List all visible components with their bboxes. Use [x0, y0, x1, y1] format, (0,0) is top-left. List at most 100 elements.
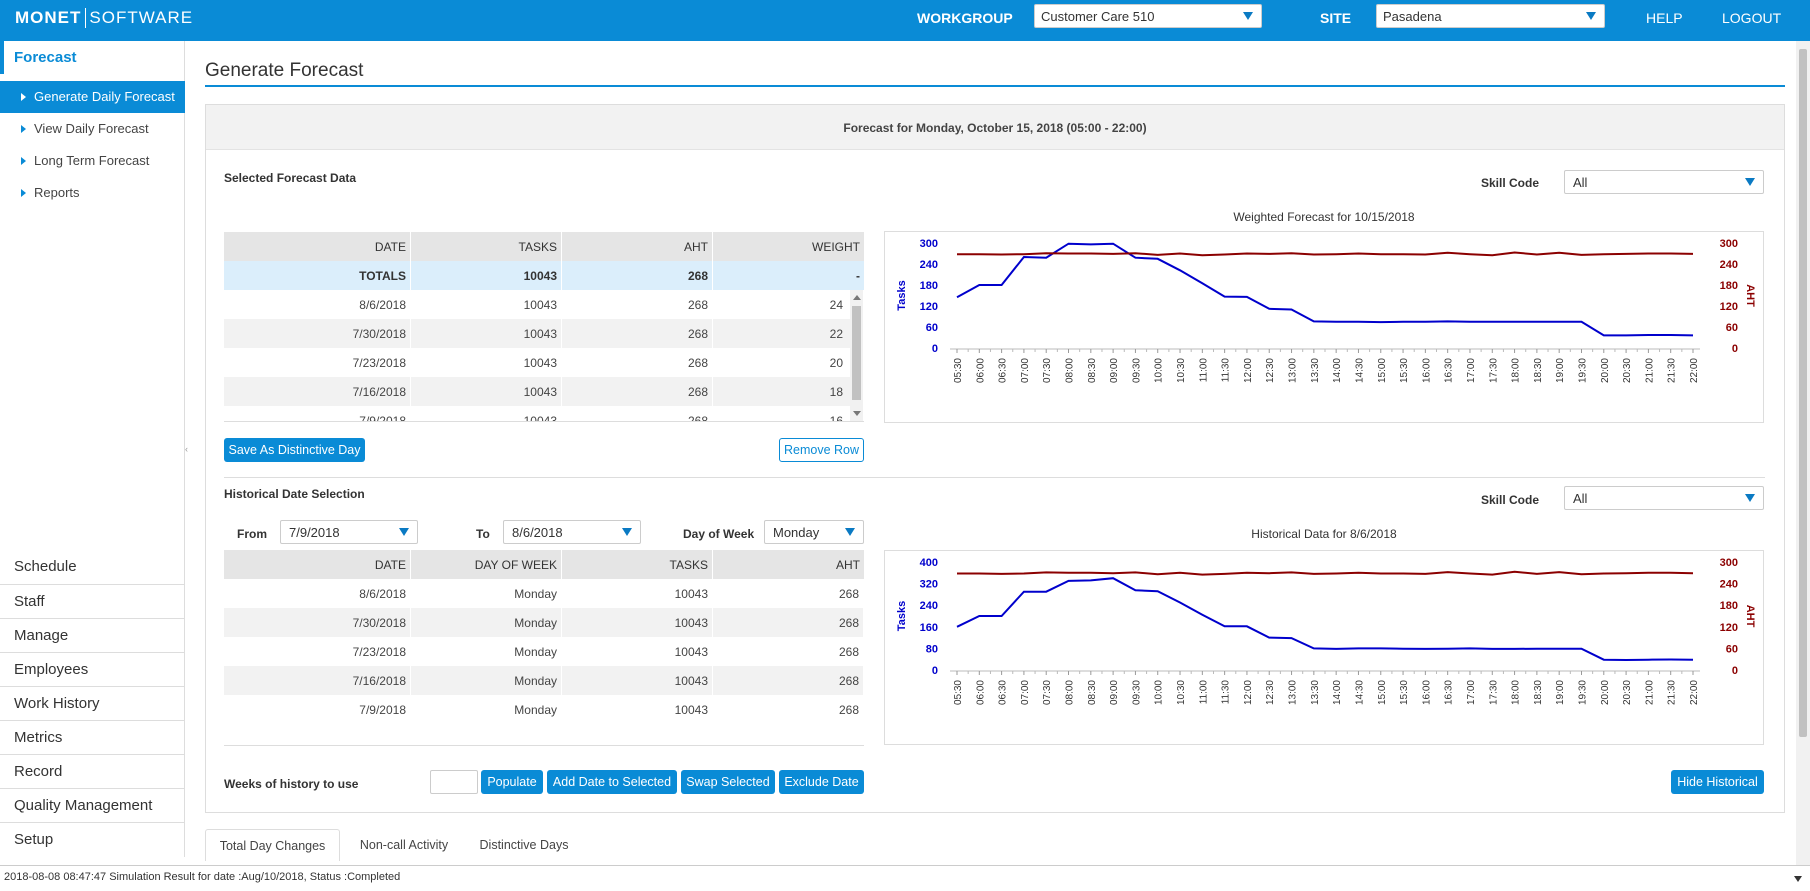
remove-row-button[interactable]: Remove Row [779, 438, 864, 462]
exclude-date-button[interactable]: Exclude Date [779, 770, 864, 794]
sidebar-item-work-history[interactable]: Work History [0, 686, 185, 720]
populate-button[interactable]: Populate [481, 770, 543, 794]
chevron-down-icon[interactable] [1794, 876, 1802, 882]
totals-aht: 268 [562, 261, 713, 290]
x-tick-label: 07:00 [1020, 358, 1031, 383]
chevron-down-icon [845, 528, 855, 536]
chevron-down-icon [399, 528, 409, 536]
day-of-week-select[interactable]: Monday [764, 520, 864, 544]
date-cell: 7/16/2018 [224, 377, 411, 406]
date-cell: 7/23/2018 [224, 637, 411, 666]
skill-code-select[interactable]: All [1564, 170, 1764, 194]
sidebar-item-staff[interactable]: Staff [0, 584, 185, 618]
sidebar-item-schedule[interactable]: Schedule [14, 558, 77, 575]
page-title: Generate Forecast [205, 60, 364, 81]
column-header[interactable]: WEIGHT [812, 240, 860, 254]
tasks-cell: 10043 [562, 695, 713, 724]
page-scroll-thumb[interactable] [1799, 49, 1807, 737]
top-bar: MONET SOFTWARE WORKGROUP Customer Care 5… [0, 0, 1810, 41]
x-tick-label: 13:30 [1310, 358, 1321, 383]
add-date-to-selected-button[interactable]: Add Date to Selected [547, 770, 677, 794]
workgroup-select[interactable]: Customer Care 510 [1034, 4, 1262, 28]
table-row[interactable]: 7/23/2018 10043 268 20 [224, 348, 864, 377]
table-row[interactable]: 8/6/2018 Monday 10043 268 [224, 579, 864, 608]
logout-link[interactable]: LOGOUT [1722, 10, 1782, 26]
weeks-of-history-input[interactable] [430, 770, 478, 794]
table-row[interactable]: 7/16/2018 Monday 10043 268 [224, 666, 864, 695]
save-as-distinctive-day-button[interactable]: Save As Distinctive Day [224, 438, 365, 462]
historical-skill-code-select[interactable]: All [1564, 486, 1764, 510]
weight-cell[interactable]: 20 [713, 348, 864, 377]
workgroup-label: WORKGROUP [917, 10, 1013, 26]
column-header[interactable]: TASKS [411, 232, 562, 261]
sidebar-item-generate-daily-forecast[interactable]: Generate Daily Forecast [0, 81, 185, 113]
weight-cell[interactable]: 16 [713, 406, 864, 422]
from-date-select[interactable]: 7/9/2018 [280, 520, 418, 544]
tasks-cell: 10043 [562, 579, 713, 608]
x-tick-label: 13:30 [1310, 680, 1321, 705]
column-header[interactable]: AHT [562, 232, 713, 261]
table-row[interactable]: 7/9/2018 10043 268 16 [224, 406, 864, 422]
help-link[interactable]: HELP [1646, 10, 1683, 26]
table-row[interactable]: 7/16/2018 10043 268 18 [224, 377, 864, 406]
y-left-tick-label: 0 [932, 665, 938, 677]
scroll-thumb[interactable] [852, 306, 861, 400]
sidebar-section-forecast[interactable]: Forecast [0, 41, 185, 74]
swap-selected-button[interactable]: Swap Selected [681, 770, 775, 794]
weight-cell[interactable]: 24 [713, 290, 864, 319]
aht-series-line [957, 570, 1694, 576]
date-cell: 7/30/2018 [224, 608, 411, 637]
sidebar-item-metrics[interactable]: Metrics [0, 720, 185, 754]
x-tick-label: 21:00 [1644, 358, 1655, 383]
tab-non-call-activity[interactable]: Non-call Activity [359, 838, 449, 852]
day-cell: Monday [411, 666, 562, 695]
chevron-down-icon [1243, 12, 1253, 20]
page-scrollbar[interactable] [1796, 41, 1810, 865]
date-cell: 7/16/2018 [224, 666, 411, 695]
x-tick-label: 09:00 [1109, 680, 1120, 705]
scroll-down-icon[interactable] [853, 411, 861, 416]
sidebar-item-employees[interactable]: Employees [0, 652, 185, 686]
hide-historical-button[interactable]: Hide Historical [1671, 770, 1764, 794]
sidebar-item-manage[interactable]: Manage [0, 618, 185, 652]
totals-weight: - [856, 269, 860, 283]
selected-table-scrollbar[interactable] [850, 290, 863, 421]
column-header[interactable]: DAY OF WEEK [411, 550, 562, 579]
column-header[interactable]: DATE [224, 232, 411, 261]
weight-cell[interactable]: 18 [713, 377, 864, 406]
aht-cell: 268 [713, 608, 864, 637]
sidebar-item-long-term-forecast[interactable]: Long Term Forecast [0, 145, 185, 177]
aht-cell: 268 [713, 666, 864, 695]
day-cell: Monday [411, 608, 562, 637]
status-bar[interactable]: 2018-08-08 08:47:47 Simulation Result fo… [0, 865, 1810, 891]
table-row[interactable]: 8/6/2018 10043 268 24 [224, 290, 864, 319]
tasks-cell: 10043 [562, 608, 713, 637]
sidebar-item-reports[interactable]: Reports [0, 177, 185, 209]
column-header[interactable]: DATE [224, 550, 411, 579]
sidebar-item-quality-management[interactable]: Quality Management [0, 788, 185, 822]
x-tick-label: 19:30 [1577, 358, 1588, 383]
sidebar-item-setup[interactable]: Setup [0, 822, 185, 856]
table-row[interactable]: 7/9/2018 Monday 10043 268 [224, 695, 864, 724]
weight-cell[interactable]: 22 [713, 319, 864, 348]
table-row[interactable]: 7/30/2018 10043 268 22 [224, 319, 864, 348]
column-header[interactable]: AHT [836, 558, 860, 572]
from-label: From [237, 527, 267, 541]
tab-distinctive-days[interactable]: Distinctive Days [479, 838, 569, 852]
table-row[interactable]: 7/30/2018 Monday 10043 268 [224, 608, 864, 637]
x-tick-label: 14:30 [1354, 680, 1365, 705]
sidebar-item-view-daily-forecast[interactable]: View Daily Forecast [0, 113, 185, 145]
x-tick-label: 22:00 [1689, 358, 1700, 383]
date-cell: 8/6/2018 [224, 579, 411, 608]
table-row[interactable]: 7/23/2018 Monday 10043 268 [224, 637, 864, 666]
to-date-select[interactable]: 8/6/2018 [503, 520, 641, 544]
sidebar-item-record[interactable]: Record [0, 754, 185, 788]
column-header[interactable]: TASKS [562, 550, 713, 579]
x-tick-label: 18:30 [1533, 358, 1544, 383]
site-select[interactable]: Pasadena [1376, 4, 1605, 28]
y-right-tick-label: 300 [1720, 238, 1738, 250]
sidebar-collapse-handle[interactable]: ‹ [185, 444, 188, 454]
tab-total-day-changes[interactable]: Total Day Changes [205, 829, 340, 861]
aht-cell: 268 [562, 290, 713, 319]
scroll-up-icon[interactable] [853, 295, 861, 300]
